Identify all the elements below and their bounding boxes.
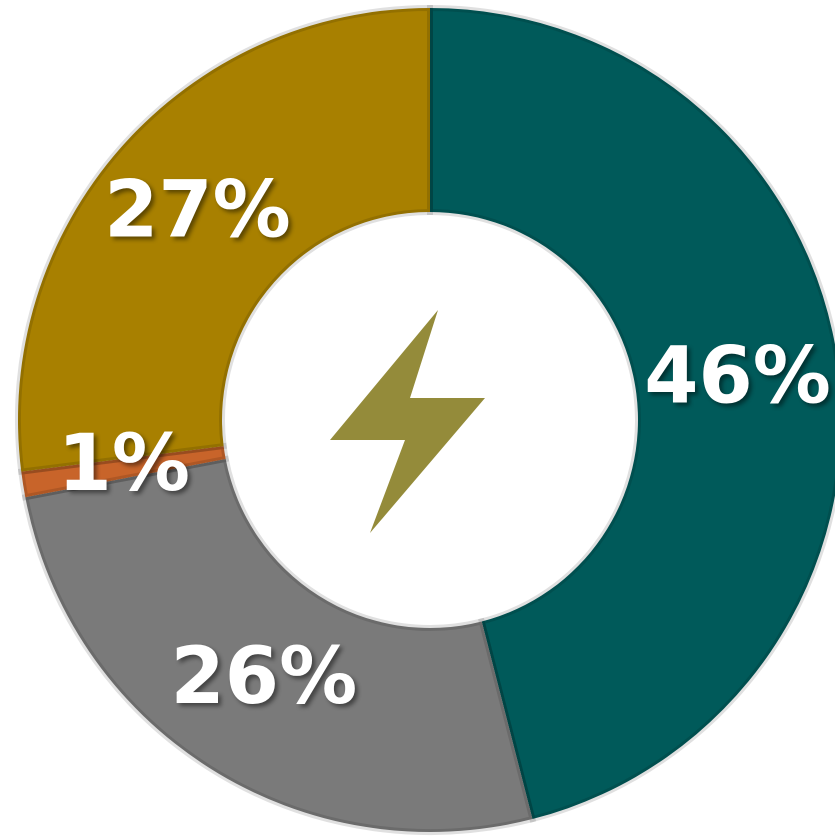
lightning-icon (330, 310, 485, 533)
labels: 46% 26% 1% 27% (58, 165, 831, 722)
value-label: 27% (104, 165, 291, 255)
value-label: 1% (58, 419, 190, 509)
value-label: 26% (171, 632, 358, 722)
value-label: 46% (644, 332, 831, 422)
slice (21, 455, 537, 835)
slice (427, 4, 835, 823)
slice (15, 4, 433, 475)
slices (15, 4, 835, 835)
